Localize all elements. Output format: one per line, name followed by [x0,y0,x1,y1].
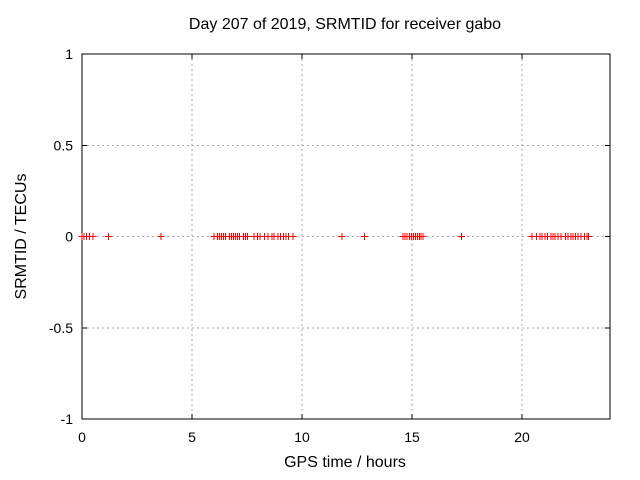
data-point-marker [105,233,113,240]
x-tick-label: 0 [78,429,86,445]
x-tick-label: 20 [514,429,530,445]
grid-layer [82,54,610,419]
x-tick-label: 15 [404,429,420,445]
x-axis-label: GPS time / hours [284,454,406,471]
data-point-marker [244,233,252,240]
data-point-marker [361,233,369,240]
y-tick-label: 0 [65,229,73,245]
y-tick-label: 0.5 [54,137,74,153]
chart-title: Day 207 of 2019, SRMTID for receiver gab… [189,16,501,33]
tick-label-layer: 0 5 10 15 20 1 0.5 0 -0.5 -1 [49,46,530,445]
data-point-marker [419,233,427,240]
y-axis-label: SRMTID / TECUs [13,174,30,300]
axis-tick-layer [81,53,610,420]
y-tick-label: 1 [65,46,73,62]
data-point-marker [289,233,297,240]
x-tick-label: 10 [294,429,310,445]
data-points-layer [78,233,593,240]
y-tick-label: -1 [61,411,74,427]
data-point-marker [89,233,97,240]
data-point-marker [458,233,466,240]
data-point-marker [585,233,593,240]
x-tick-label: 5 [188,429,196,445]
data-point-marker [338,233,346,240]
data-point-marker [157,233,165,240]
y-tick-label: -0.5 [49,320,73,336]
